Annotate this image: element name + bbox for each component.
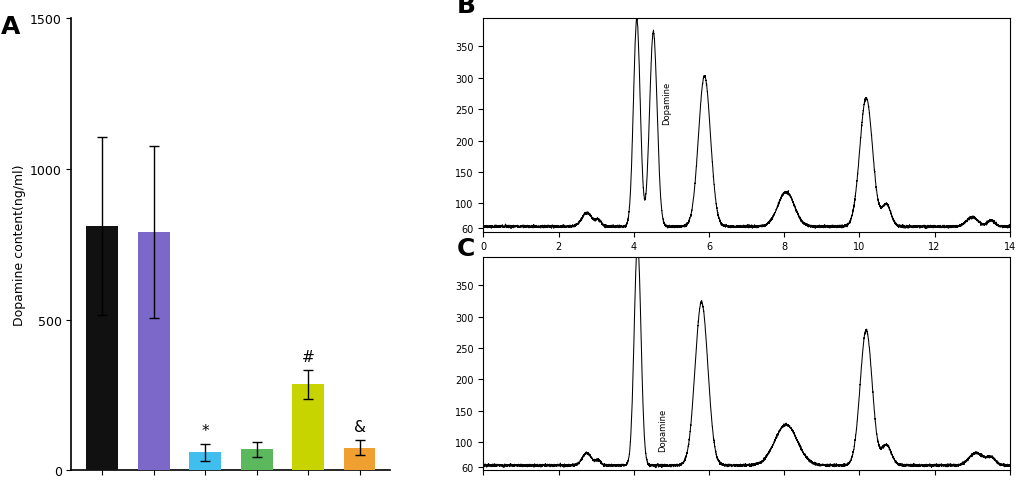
Bar	[138, 233, 169, 470]
Bar	[190, 452, 221, 470]
Text: B: B	[457, 0, 476, 18]
Text: *: *	[201, 423, 209, 438]
Bar	[240, 449, 272, 470]
Text: A: A	[1, 15, 20, 38]
Text: &: &	[354, 420, 365, 434]
Bar	[291, 384, 324, 470]
Text: Dopamine: Dopamine	[661, 82, 671, 125]
Text: #: #	[302, 349, 314, 364]
Y-axis label: Dopamine content(ng/ml): Dopamine content(ng/ml)	[12, 164, 25, 325]
Bar	[343, 448, 375, 470]
Text: C: C	[457, 236, 475, 260]
Text: Dopamine: Dopamine	[657, 408, 666, 451]
Bar	[87, 227, 118, 470]
